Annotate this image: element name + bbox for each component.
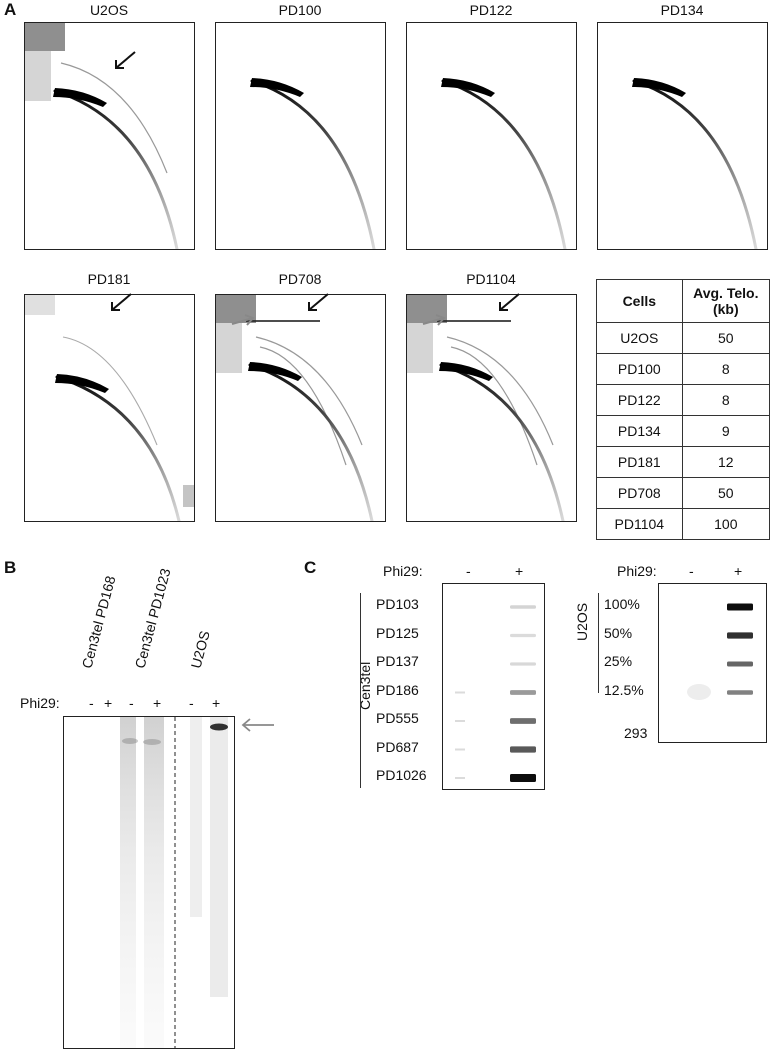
black-arrow-icon	[115, 51, 136, 69]
gel-title: PD100	[278, 2, 322, 18]
telomere-length-table: Cells Avg. Telo. (kb) U2OS 50 PD100 8 PD122 8…	[596, 279, 771, 540]
grey-arrow-icon	[422, 314, 446, 326]
blot-c-right	[658, 583, 767, 743]
gel-title: PD181	[87, 271, 131, 287]
lane-sign: +	[734, 563, 743, 579]
black-arrow-icon	[308, 293, 329, 311]
table-row: U2OS 50	[596, 322, 771, 354]
gel-2d	[215, 22, 386, 250]
row-label: PD1026	[376, 767, 427, 783]
row-label: PD125	[376, 624, 419, 641]
panel-letter-c: C	[304, 558, 317, 577]
phi29-label: Phi29:	[617, 563, 657, 579]
panel-letter-b: B	[4, 558, 17, 577]
table-header-cells: Cells	[596, 279, 683, 323]
table-row: PD100 8	[596, 353, 771, 385]
grey-arrow-icon	[231, 314, 255, 326]
table-header-avg-telo: Avg. Telo. (kb)	[681, 279, 771, 323]
black-arrow-icon	[111, 293, 132, 311]
gel-title: PD708	[278, 271, 322, 287]
row-label: 25%	[604, 653, 633, 669]
lane-sign: +	[212, 695, 221, 711]
lane-sign: -	[129, 695, 134, 711]
black-arrow-icon	[499, 293, 520, 311]
lane-sign: -	[189, 695, 194, 711]
gel-2d	[597, 22, 768, 250]
row-label: PD103	[376, 596, 419, 612]
cell-avg-telo: 8	[681, 384, 771, 416]
lane-group-label: Cen3tel PD168	[78, 574, 119, 670]
cell-avg-telo: 50	[681, 322, 771, 354]
cell-name: U2OS	[596, 322, 683, 354]
row-label: 100%	[604, 596, 640, 612]
table-row: PD134 9	[596, 415, 771, 447]
cell-name: PD122	[596, 384, 683, 416]
gel-2d	[215, 294, 386, 522]
gel-title: PD134	[660, 2, 704, 18]
lane-group-label: Cen3tel PD1023	[131, 566, 174, 670]
row-label: 12.5%	[604, 681, 644, 698]
blot-b	[63, 716, 235, 1049]
lane-sign: +	[153, 695, 162, 711]
table-row: PD708 50	[596, 477, 771, 509]
lane-sign: -	[89, 695, 94, 711]
lane-sign: -	[466, 563, 471, 579]
lane-sign: +	[515, 563, 524, 579]
table-row: PD122 8	[596, 384, 771, 416]
cell-avg-telo: 50	[681, 477, 771, 509]
gel-2d	[24, 22, 195, 250]
cell-avg-telo: 9	[681, 415, 771, 447]
blot-c-left	[442, 583, 545, 790]
row-label: PD137	[376, 653, 419, 669]
panel-letter-a: A	[4, 0, 17, 19]
gel-2d	[24, 294, 195, 522]
cell-name: PD100	[596, 353, 683, 385]
gel-title: PD1104	[466, 271, 516, 287]
cell-name: PD134	[596, 415, 683, 447]
gel-title: U2OS	[89, 2, 129, 18]
group-bracket	[598, 593, 599, 693]
lane-group-label: U2OS	[187, 629, 213, 670]
row-label: PD687	[376, 738, 419, 755]
table-row: PD1104 100	[596, 508, 771, 540]
cell-avg-telo: 12	[681, 446, 771, 478]
gel-title: PD122	[469, 2, 513, 18]
cell-name: PD181	[596, 446, 683, 478]
row-label-293: 293	[624, 725, 648, 741]
phi29-label: Phi29:	[20, 695, 60, 711]
lane-sign: +	[104, 695, 113, 711]
group-bracket	[360, 593, 361, 788]
row-label: PD186	[376, 681, 419, 698]
u2os-group-label: U2OS	[574, 602, 590, 641]
row-label: PD555	[376, 710, 419, 726]
gel-2d	[406, 22, 577, 250]
table-header-row: Cells Avg. Telo. (kb)	[596, 279, 771, 323]
cell-avg-telo: 100	[681, 508, 771, 540]
phi29-label: Phi29:	[383, 563, 423, 579]
table-row: PD181 12	[596, 446, 771, 478]
cell-avg-telo: 8	[681, 353, 771, 385]
row-label: 50%	[604, 624, 633, 641]
cell-name: PD1104	[596, 508, 683, 540]
grey-arrow-icon	[241, 718, 274, 732]
gel-2d	[406, 294, 577, 522]
cell-name: PD708	[596, 477, 683, 509]
lane-sign: -	[689, 563, 694, 579]
